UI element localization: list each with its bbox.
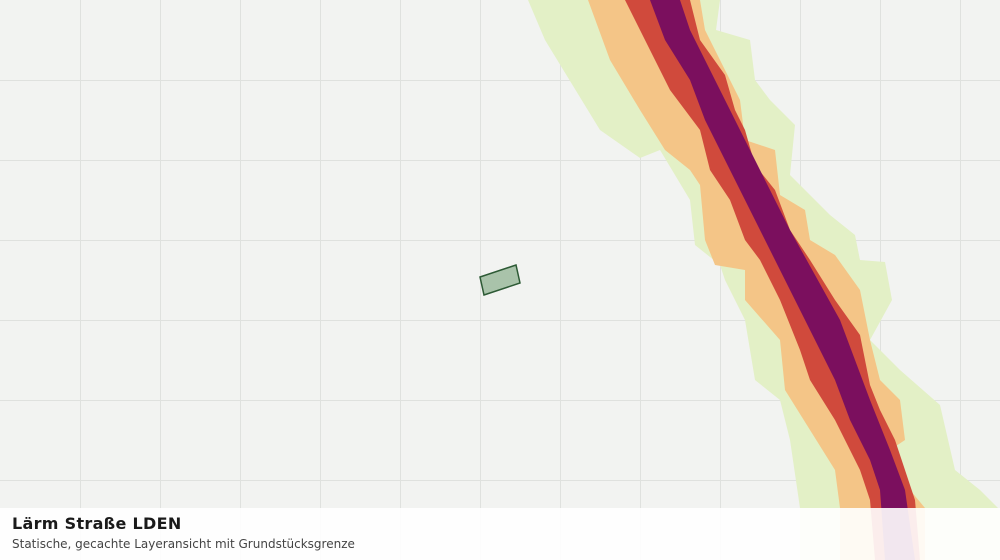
layer-title: Lärm Straße LDEN <box>12 514 182 533</box>
caption-bar: Lärm Straße LDEN Statische, gecachte Lay… <box>0 508 1000 560</box>
layer-subtitle: Statische, gecachte Layeransicht mit Gru… <box>12 537 355 551</box>
noise-band-high <box>625 0 920 560</box>
parcel-boundary <box>479 264 521 296</box>
noise-band-very-high <box>650 0 915 560</box>
